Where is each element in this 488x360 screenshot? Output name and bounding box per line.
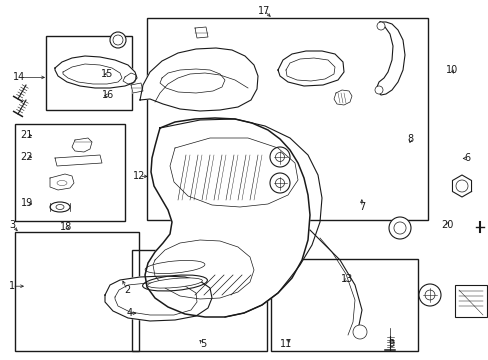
Circle shape [424, 290, 434, 300]
Circle shape [352, 325, 366, 339]
Circle shape [275, 179, 284, 188]
Circle shape [113, 36, 122, 44]
Polygon shape [145, 118, 309, 317]
Text: 6: 6 [463, 153, 469, 163]
Circle shape [110, 32, 126, 48]
Text: 13: 13 [340, 274, 353, 284]
Circle shape [374, 86, 382, 94]
Ellipse shape [57, 180, 67, 185]
Text: 10: 10 [445, 65, 458, 75]
Text: 21: 21 [20, 130, 33, 140]
Polygon shape [105, 276, 212, 321]
Bar [146, 18, 427, 220]
Text: 22: 22 [20, 152, 33, 162]
Text: 16: 16 [101, 90, 114, 100]
Circle shape [388, 217, 410, 239]
Ellipse shape [142, 275, 207, 291]
Polygon shape [55, 56, 137, 88]
Text: 1: 1 [9, 281, 15, 291]
Text: 5: 5 [200, 339, 205, 349]
Text: 14: 14 [13, 72, 26, 82]
Circle shape [418, 284, 440, 306]
Circle shape [376, 22, 384, 30]
Circle shape [455, 180, 467, 192]
Text: 19: 19 [20, 198, 33, 208]
Polygon shape [376, 22, 404, 95]
Polygon shape [131, 83, 142, 93]
Text: 20: 20 [440, 220, 453, 230]
Ellipse shape [50, 202, 70, 212]
Bar [15, 124, 124, 221]
Polygon shape [55, 155, 102, 166]
Polygon shape [140, 48, 258, 111]
Bar [46, 36, 132, 110]
Circle shape [393, 222, 405, 234]
Ellipse shape [56, 204, 64, 210]
Text: 8: 8 [407, 134, 413, 144]
Text: 12: 12 [133, 171, 145, 181]
Text: 4: 4 [126, 308, 132, 318]
Bar [271, 259, 417, 351]
Bar [132, 250, 266, 351]
Text: 18: 18 [60, 222, 72, 232]
Text: 2: 2 [124, 285, 130, 295]
Text: 17: 17 [257, 6, 270, 16]
Ellipse shape [145, 261, 204, 274]
Bar [15, 232, 139, 351]
Polygon shape [333, 90, 351, 105]
Polygon shape [123, 73, 136, 84]
Polygon shape [195, 27, 207, 38]
Circle shape [113, 35, 123, 45]
Circle shape [275, 153, 284, 162]
Text: 7: 7 [358, 202, 364, 212]
Polygon shape [72, 138, 92, 152]
Text: 11: 11 [279, 339, 292, 349]
Polygon shape [50, 174, 74, 190]
FancyBboxPatch shape [454, 285, 486, 317]
Text: 9: 9 [387, 339, 393, 349]
Text: 15: 15 [101, 69, 114, 79]
Circle shape [269, 173, 289, 193]
Ellipse shape [147, 278, 202, 288]
Polygon shape [278, 51, 343, 86]
Circle shape [269, 147, 289, 167]
Text: 3: 3 [9, 220, 15, 230]
